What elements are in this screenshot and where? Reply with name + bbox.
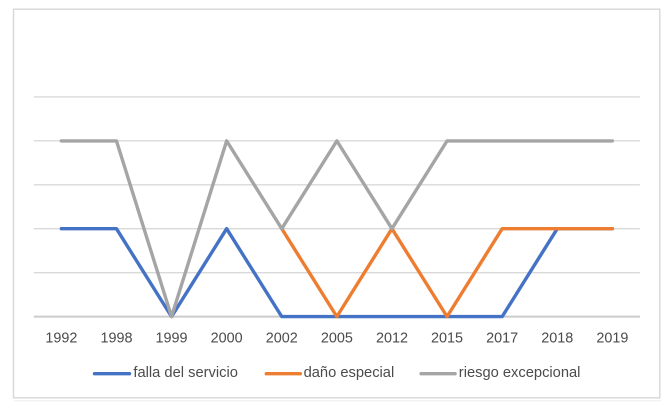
svg-text:1992: 1992 xyxy=(45,331,77,347)
svg-text:2000: 2000 xyxy=(211,331,243,347)
svg-text:2019: 2019 xyxy=(596,331,628,347)
svg-text:1998: 1998 xyxy=(100,331,132,347)
svg-text:2018: 2018 xyxy=(541,331,573,347)
svg-text:2002: 2002 xyxy=(266,331,298,347)
svg-text:2012: 2012 xyxy=(376,331,408,347)
svg-text:falla del servicio: falla del servicio xyxy=(133,365,238,381)
svg-text:2015: 2015 xyxy=(431,331,463,347)
svg-text:1999: 1999 xyxy=(156,331,188,347)
svg-text:riesgo excepcional: riesgo excepcional xyxy=(459,365,581,381)
svg-text:2005: 2005 xyxy=(321,331,353,347)
svg-text:2017: 2017 xyxy=(486,331,518,347)
svg-text:daño especial: daño especial xyxy=(304,365,395,381)
